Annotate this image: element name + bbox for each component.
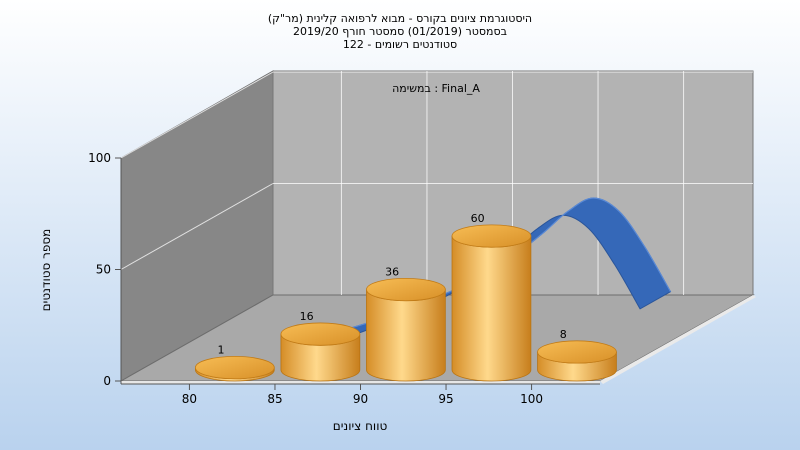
bar-body [451,235,532,382]
bar-top [451,224,532,248]
floor-right-edge [600,295,756,384]
bar-value-label: 36 [385,265,399,278]
y-tick-label: 50 [96,263,111,277]
y-axis-label: מספר סטודנטים [39,229,53,312]
chart-subtitle: במשימה : Final_A [392,82,480,95]
y-tick-label: 100 [88,151,111,165]
bar-top [366,277,446,302]
y-gridline-side [120,71,274,159]
title-line-1: היסטוגרמת ציונים בקורס - מבוא לרפואה קלי… [268,12,532,25]
title-line-3: סטודנטים רשומים - 122 [343,38,457,51]
bar-value-label: 8 [560,328,567,341]
bar-body [366,289,446,382]
chart-title: היסטוגרמת ציונים בקורס - מבוא לרפואה קלי… [268,12,532,51]
bar: 60 [451,212,532,382]
bar-value-label: 1 [218,343,225,356]
x-tick-label: 90 [353,392,368,406]
x-axis-label: טווח ציונים [333,419,388,433]
bar: 8 [537,328,617,382]
axes: 0 50 100 80 85 90 95 100 [88,151,600,406]
x-tick-label: 85 [267,392,282,406]
y-gridline-side [120,183,274,270]
bar: 16 [280,310,361,382]
bar-top [195,356,275,380]
floor-front-edge [121,381,600,384]
bar: 36 [366,265,446,382]
x-tick-label: 80 [182,392,197,406]
bar-value-label: 60 [471,212,485,225]
bar: 1 [195,343,275,382]
bar-top [537,340,617,364]
x-tick-label: 100 [520,392,543,406]
grid-lines [120,71,753,295]
bar-top [280,322,361,346]
title-line-2: בסמסטר (01/2019) סמסטר חורף 2019/20 [293,25,507,38]
bar-value-label: 16 [300,310,314,323]
y-tick-label: 0 [103,374,111,388]
bars: 1 16 36 60 8 [195,212,617,382]
x-tick-label: 95 [438,392,453,406]
